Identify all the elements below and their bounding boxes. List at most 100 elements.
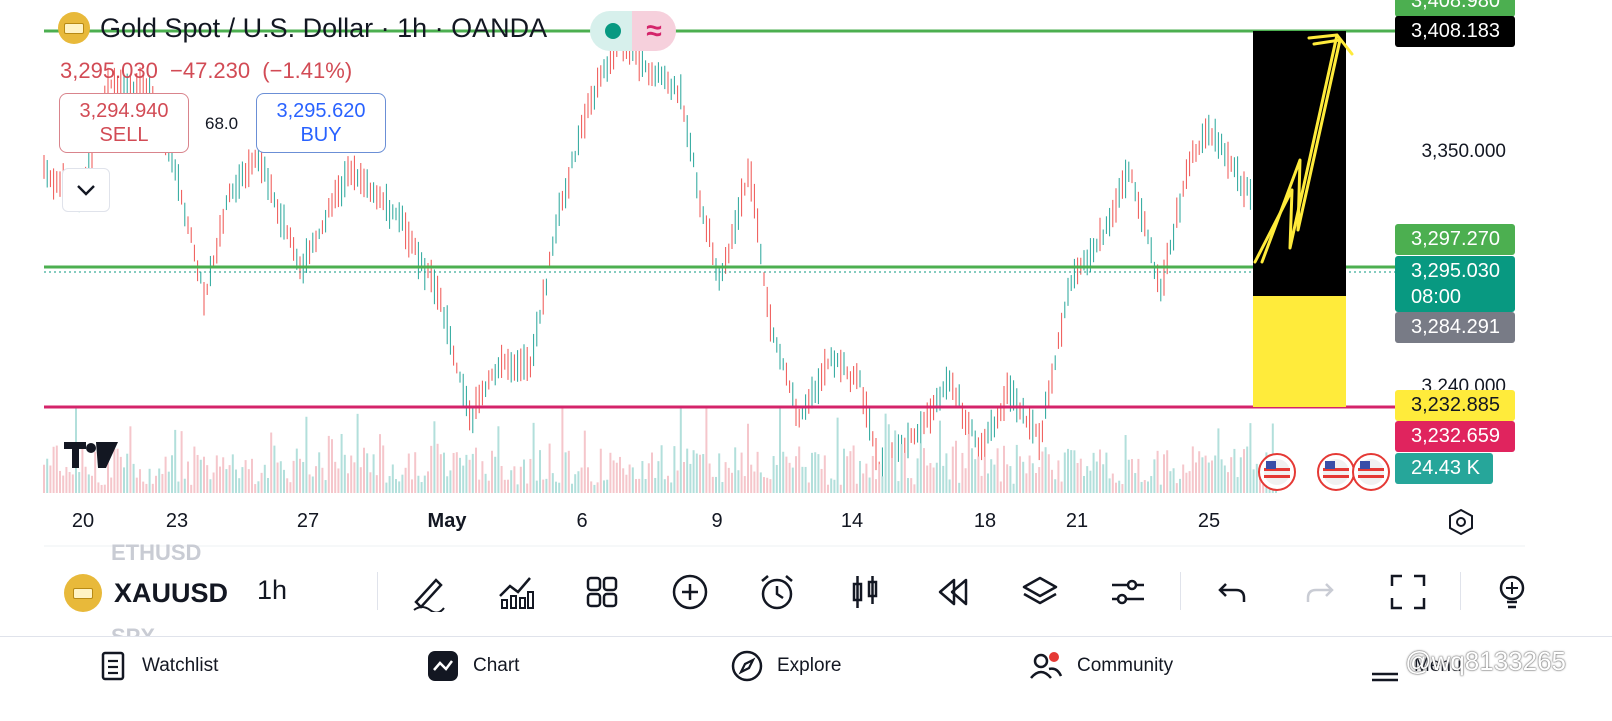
undo-icon[interactable]	[1210, 570, 1254, 614]
volume-bar	[356, 413, 359, 493]
symbol-title[interactable]: Gold Spot / U.S. Dollar · 1h · OANDA	[58, 12, 547, 44]
volume-bar	[500, 466, 503, 493]
volume-bar	[612, 460, 615, 493]
time-axis-label: 14	[840, 510, 864, 532]
volume-bar	[311, 476, 314, 493]
fullscreen-icon[interactable]	[1386, 570, 1430, 614]
volume-bar	[683, 461, 685, 493]
volume-bar	[577, 471, 580, 493]
interval-selector[interactable]: 1h	[257, 575, 288, 605]
settings-sliders-icon[interactable]	[1106, 570, 1150, 614]
volume-bar	[1086, 466, 1089, 493]
volume-bar	[945, 453, 948, 493]
approx-data-indicator[interactable]: ≈	[632, 11, 676, 51]
volume-bar	[363, 447, 365, 493]
volume-bar	[900, 444, 903, 493]
volume-bar	[142, 481, 145, 493]
volume-bar	[132, 463, 135, 493]
volume-bar	[766, 477, 769, 493]
volume-bar	[587, 467, 589, 493]
volume-bar	[228, 465, 231, 493]
layers-icon[interactable]	[1018, 570, 1062, 614]
volume-bar	[747, 423, 749, 493]
nav-watchlist[interactable]: Watchlist	[100, 650, 218, 682]
volume-bar	[897, 481, 900, 493]
volume-bar	[238, 478, 241, 493]
volume-bar	[148, 468, 151, 493]
price-chart[interactable]	[0, 0, 1612, 548]
pencil-icon[interactable]	[406, 570, 450, 614]
volume-bar	[1089, 470, 1092, 493]
volume-bar	[948, 479, 951, 493]
market-status-indicator[interactable]	[590, 11, 636, 51]
nav-explore[interactable]: Explore	[731, 650, 841, 682]
volume-bar	[52, 446, 55, 493]
volume-bar	[606, 479, 609, 493]
volume-bar	[283, 469, 285, 493]
volume-bar	[753, 471, 756, 493]
candles-icon[interactable]	[843, 570, 887, 614]
volume-bar	[97, 482, 100, 493]
volume-bar	[647, 463, 650, 493]
add-icon[interactable]	[668, 570, 712, 614]
volume-bar	[951, 446, 954, 493]
price-axis-label: 3,350.000	[1421, 141, 1506, 162]
symbol-selector[interactable]: XAUUSD	[64, 574, 228, 612]
indicators-icon[interactable]	[494, 570, 538, 614]
volume-bar	[545, 478, 548, 493]
redo-icon[interactable]	[1298, 570, 1342, 614]
volume-bar	[212, 472, 215, 493]
nav-chart[interactable]: Chart	[427, 650, 519, 682]
volume-bar	[571, 483, 573, 493]
volume-bar	[107, 459, 109, 493]
community-icon	[1030, 652, 1063, 679]
time-axis-label: 21	[1065, 510, 1089, 532]
volume-bar	[443, 452, 445, 493]
volume-bar	[81, 446, 84, 493]
volume-bar	[718, 453, 721, 493]
volume-bar	[1111, 473, 1114, 493]
volume-bar	[1143, 480, 1146, 493]
volume-bar	[907, 478, 909, 493]
volume-bar	[167, 471, 170, 493]
volume-bar	[961, 452, 964, 493]
replay-icon[interactable]	[930, 570, 974, 614]
toolbar-divider	[1460, 572, 1461, 610]
layout-grid-icon[interactable]	[580, 570, 624, 614]
volume-bar	[654, 477, 657, 493]
sell-button[interactable]: 3,294.940 SELL	[59, 93, 189, 153]
volume-bar	[1147, 481, 1149, 493]
volume-bar	[503, 479, 506, 493]
chart-settings-button[interactable]	[1447, 508, 1475, 541]
nav-menu[interactable]: Menu	[1370, 650, 1462, 682]
last-price: 3,295.030	[60, 58, 158, 83]
volume-bar	[471, 453, 474, 493]
watchlist-icon	[101, 651, 125, 681]
volume-bar	[939, 420, 941, 493]
volume-bar	[305, 416, 308, 493]
volume-bar	[193, 446, 196, 493]
volume-bar	[708, 463, 711, 493]
volume-bar	[436, 443, 439, 493]
collapse-legend-button[interactable]	[62, 168, 110, 212]
volume-bar	[1230, 457, 1233, 493]
buy-button[interactable]: 3,295.620 BUY	[256, 93, 386, 153]
alarm-icon[interactable]	[755, 570, 799, 614]
time-axis-label: 6	[576, 510, 588, 532]
volume-bar	[1195, 462, 1197, 493]
volume-bar	[628, 464, 631, 493]
nav-menu-label: Menu	[1414, 655, 1462, 676]
volume-bar	[727, 467, 730, 493]
volume-bar	[827, 484, 829, 493]
volume-bar	[414, 452, 417, 493]
approx-icon: ≈	[646, 15, 662, 46]
volume-bar	[916, 458, 919, 493]
volume-bar	[369, 472, 372, 493]
price-tag-resistance: 3,297.270	[1395, 224, 1515, 255]
volume-bar	[903, 452, 906, 493]
nav-community[interactable]: Community	[1029, 650, 1173, 682]
volume-bar	[55, 445, 58, 493]
volume-bar	[910, 478, 913, 493]
volume-bar	[110, 477, 113, 493]
bulb-icon[interactable]	[1488, 570, 1532, 614]
